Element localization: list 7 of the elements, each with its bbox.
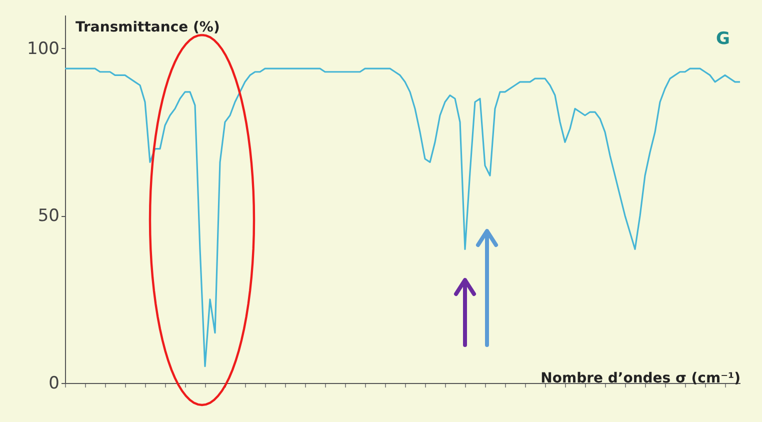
- y-tick-label: 100: [27, 38, 60, 59]
- y-tick-label: 0: [48, 374, 60, 394]
- y-tick-label: 50: [38, 206, 60, 226]
- annotation: G: [716, 29, 730, 49]
- y-axis-title: Transmittance (%): [76, 20, 220, 36]
- x-axis-title: Nombre d’ondes σ (cm⁻¹): [540, 370, 740, 386]
- line-series: [64, 68, 741, 368]
